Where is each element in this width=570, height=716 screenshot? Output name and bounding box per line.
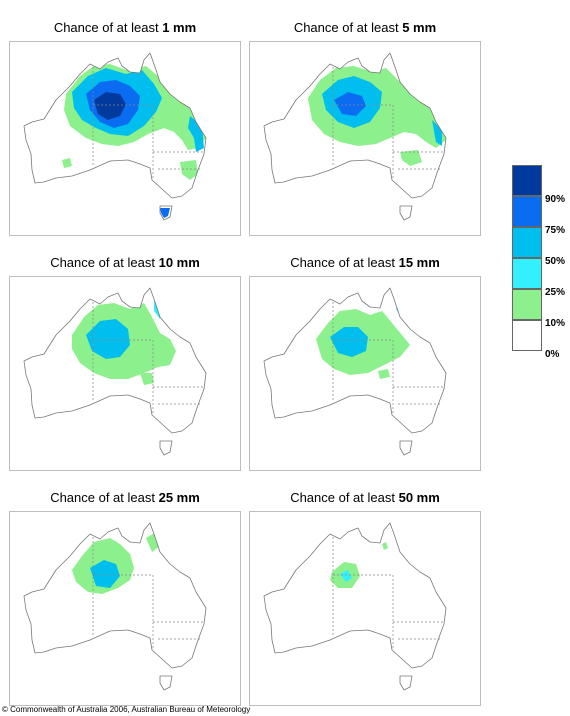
rainfall-probability-shading [72, 532, 160, 594]
australia-map [9, 511, 241, 706]
legend-label: 0% [545, 349, 560, 360]
tasmania-coastline [159, 675, 173, 691]
panel-title: Chance of at least 15 mm [290, 255, 440, 270]
probability-area [382, 542, 388, 550]
legend-label: 90% [545, 194, 566, 205]
rainfall-probability-shading [330, 542, 388, 588]
probability-area [340, 570, 352, 582]
probability-area [334, 92, 366, 116]
state-borders [92, 302, 205, 414]
australia-map [249, 276, 481, 471]
rainfall-probability-shading [62, 64, 206, 218]
legend-label: 10% [545, 318, 566, 329]
australia-coastline [263, 287, 447, 434]
rainfall-probability-shading [72, 289, 176, 385]
legend-label: 50% [545, 256, 566, 267]
probability-area [378, 369, 390, 379]
panel-title: Chance of at least 10 mm [50, 255, 200, 270]
legend-label: 25% [545, 287, 566, 298]
legend-swatch-90 [512, 165, 542, 196]
probability-area [180, 160, 198, 180]
panel-title: Chance of at least 25 mm [50, 490, 200, 505]
probability-area [160, 208, 170, 218]
probability-area [62, 158, 72, 168]
state-borders [332, 67, 445, 179]
probability-area [94, 92, 126, 120]
probability-area [432, 120, 442, 146]
state-borders [92, 67, 205, 179]
tasmania-coastline [399, 205, 413, 221]
australia-map [9, 276, 241, 471]
probability-area [330, 327, 368, 357]
copyright-notice: © Commonwealth of Australia 2006, Austra… [2, 705, 251, 714]
australia-coastline [23, 522, 207, 669]
state-borders [92, 537, 205, 649]
state-borders [332, 537, 445, 649]
probability-area [400, 150, 422, 166]
probability-area [86, 319, 130, 359]
panel-title: Chance of at least 50 mm [290, 490, 440, 505]
australia-coastline [263, 522, 447, 669]
tasmania-coastline [159, 205, 173, 221]
australia-map [9, 41, 241, 236]
legend-swatch-10 [512, 289, 542, 320]
australia-coastline [23, 287, 207, 434]
state-borders [332, 302, 445, 414]
legend-swatch-25 [512, 258, 542, 289]
probability-area [140, 373, 154, 385]
legend-swatch-0 [512, 320, 542, 351]
australia-coastline [23, 52, 207, 199]
panel-title: Chance of at least 1 mm [53, 20, 197, 35]
tasmania-coastline [399, 675, 413, 691]
probability-area [396, 293, 406, 319]
panel-title: Chance of at least 5 mm [293, 20, 437, 35]
tasmania-coastline [399, 440, 413, 456]
rainfall-probability-shading [308, 66, 446, 166]
australia-map [249, 511, 481, 706]
australia-coastline [263, 52, 447, 199]
legend-swatch-75 [512, 196, 542, 227]
tasmania-coastline [159, 440, 173, 456]
australia-map [249, 41, 481, 236]
legend-swatch-50 [512, 227, 542, 258]
probability-area [146, 532, 160, 552]
legend-label: 75% [545, 225, 566, 236]
probability-area [90, 560, 120, 588]
